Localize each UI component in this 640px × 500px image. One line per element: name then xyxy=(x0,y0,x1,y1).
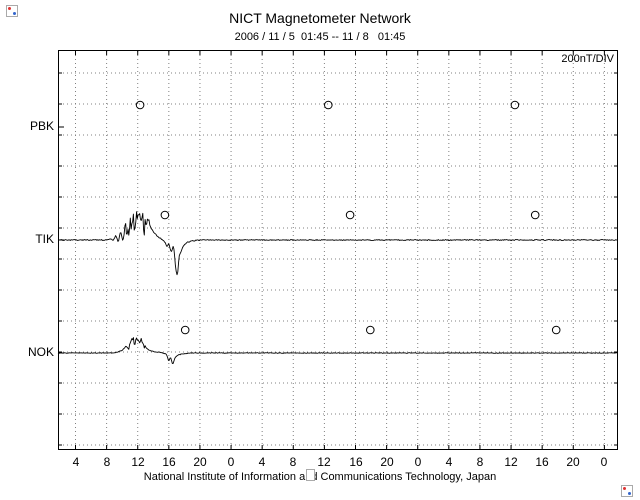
x-tick-label: 12 xyxy=(504,455,518,469)
broken-image-icon xyxy=(621,485,633,497)
artifact-red-dot xyxy=(623,487,626,490)
x-tick-label: 8 xyxy=(476,455,484,469)
broken-image-icon xyxy=(306,469,315,481)
x-tick-label: 16 xyxy=(535,455,549,469)
broken-image-icon xyxy=(6,5,18,17)
artifact-blue-dot xyxy=(13,12,16,15)
artifact-blue-dot xyxy=(628,492,631,495)
station-label-nok: NOK xyxy=(27,345,54,359)
station-label-pbk: PBK xyxy=(29,119,54,133)
x-tick-label: 0 xyxy=(600,455,608,469)
x-tick-label: 8 xyxy=(103,455,111,469)
x-tick-label: 16 xyxy=(162,455,176,469)
x-tick-label: 16 xyxy=(349,455,363,469)
station-label-tik: TIK xyxy=(35,232,54,246)
x-tick-label: 0 xyxy=(227,455,235,469)
chart-title: NICT Magnetometer Network xyxy=(229,10,411,26)
artifact-red-dot xyxy=(8,7,11,10)
institution-caption: National Institute of Information and Co… xyxy=(143,471,497,483)
x-tick-label: 0 xyxy=(414,455,422,469)
x-tick-label: 4 xyxy=(72,455,80,469)
x-tick-label: 12 xyxy=(317,455,331,469)
scale-per-division-label: 200nT/DIV xyxy=(561,53,614,65)
x-tick-label: 12 xyxy=(131,455,145,469)
x-tick-label: 4 xyxy=(258,455,266,469)
x-tick-label: 20 xyxy=(566,455,580,469)
chart-time-range: 2006 / 11 / 5 01:45 -- 11 / 8 01:45 xyxy=(234,31,406,43)
x-tick-label: 4 xyxy=(445,455,453,469)
x-tick-label: 20 xyxy=(193,455,207,469)
x-tick-label: 8 xyxy=(289,455,297,469)
x-tick-label: 20 xyxy=(380,455,394,469)
